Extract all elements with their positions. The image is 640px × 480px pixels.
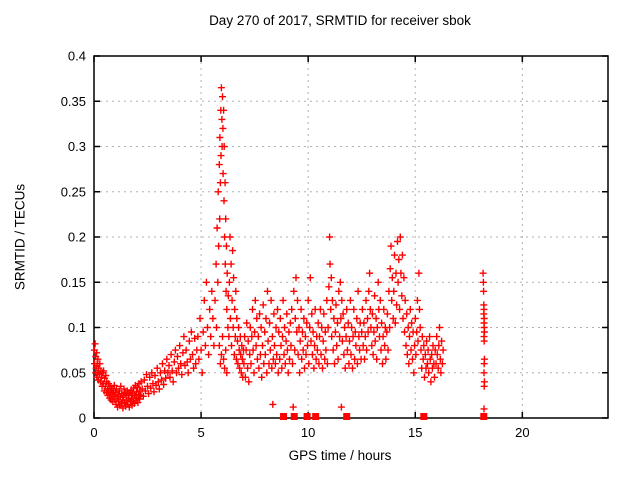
series-srmtid-points <box>90 84 488 413</box>
y-tick-label: 0.2 <box>68 230 86 245</box>
x-tick-label: 15 <box>408 425 422 440</box>
tick-marks <box>93 55 608 419</box>
square-marker <box>312 413 320 420</box>
y-tick-label: 0.35 <box>61 94 86 109</box>
y-tick-label: 0.05 <box>61 365 86 380</box>
square-marker <box>420 413 428 420</box>
square-marker <box>280 413 288 420</box>
y-tick-label: 0.4 <box>68 49 86 64</box>
square-marker <box>480 413 488 420</box>
y-tick-label: 0.3 <box>68 139 86 154</box>
x-tick-label: 20 <box>515 425 529 440</box>
y-tick-label: 0 <box>79 411 86 426</box>
series-zero-flags <box>280 413 488 420</box>
y-tick-label: 0.15 <box>61 275 86 290</box>
x-tick-label: 5 <box>197 425 204 440</box>
y-tick-label: 0.1 <box>68 320 86 335</box>
x-tick-label: 0 <box>90 425 97 440</box>
plus-markers <box>90 84 488 413</box>
square-marker <box>343 413 351 420</box>
square-marker <box>303 413 311 420</box>
chart-title: Day 270 of 2017, SRMTID for receiver sbo… <box>209 13 471 28</box>
y-tick-label: 0.25 <box>61 184 86 199</box>
square-marker <box>290 413 298 420</box>
x-axis-label: GPS time / hours <box>288 448 392 463</box>
x-tick-label: 10 <box>301 425 315 440</box>
